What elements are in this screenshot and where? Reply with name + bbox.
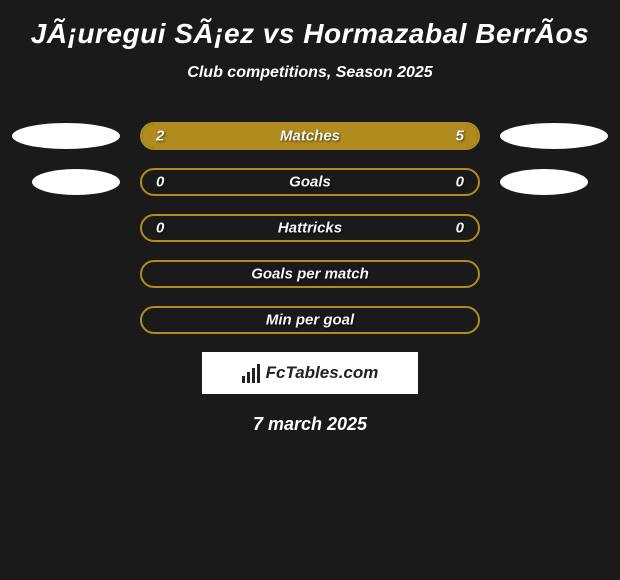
stat-bar: 0 Goals 0 xyxy=(140,168,480,196)
page-subtitle: Club competitions, Season 2025 xyxy=(0,64,620,82)
team-left-emblem xyxy=(12,123,120,149)
stat-label: Goals xyxy=(289,174,331,191)
emblem-placeholder xyxy=(12,215,120,241)
stat-bar: Goals per match xyxy=(140,260,480,288)
stat-value-right: 0 xyxy=(456,174,464,191)
stat-bar: 0 Hattricks 0 xyxy=(140,214,480,242)
stat-label: Matches xyxy=(280,128,340,145)
stat-label: Hattricks xyxy=(278,220,342,237)
stat-value-left: 0 xyxy=(156,220,164,237)
team-right-emblem xyxy=(500,123,608,149)
stat-row: Min per goal xyxy=(0,306,620,334)
page-title: JÃ¡uregui SÃ¡ez vs Hormazabal BerrÃ­os xyxy=(0,18,620,50)
stat-row: 2 Matches 5 xyxy=(0,122,620,150)
date-label: 7 march 2025 xyxy=(0,414,620,435)
stat-value-left: 0 xyxy=(156,174,164,191)
emblem-placeholder xyxy=(12,307,120,333)
comparison-infographic: JÃ¡uregui SÃ¡ez vs Hormazabal BerrÃ­os C… xyxy=(0,0,620,445)
stat-bar: 2 Matches 5 xyxy=(140,122,480,150)
stat-value-right: 5 xyxy=(456,128,464,145)
team-right-emblem xyxy=(500,169,588,195)
brand-text: FcTables.com xyxy=(266,363,379,383)
emblem-placeholder xyxy=(500,307,608,333)
stat-rows: 2 Matches 5 0 Goals 0 0 Hattricks 0 Goals per mat… xyxy=(0,122,620,334)
stat-label: Goals per match xyxy=(251,266,369,283)
stat-bar: Min per goal xyxy=(140,306,480,334)
emblem-placeholder xyxy=(500,215,608,241)
emblem-placeholder xyxy=(12,261,120,287)
brand-footer: FcTables.com xyxy=(202,352,418,394)
team-left-emblem xyxy=(32,169,120,195)
stat-bar-right-fill xyxy=(238,124,478,148)
emblem-placeholder xyxy=(500,261,608,287)
stat-value-right: 0 xyxy=(456,220,464,237)
stat-row: 0 Hattricks 0 xyxy=(0,214,620,242)
bar-chart-icon xyxy=(242,364,260,383)
stat-label: Min per goal xyxy=(266,312,354,329)
stat-value-left: 2 xyxy=(156,128,164,145)
stat-row: 0 Goals 0 xyxy=(0,168,620,196)
stat-row: Goals per match xyxy=(0,260,620,288)
